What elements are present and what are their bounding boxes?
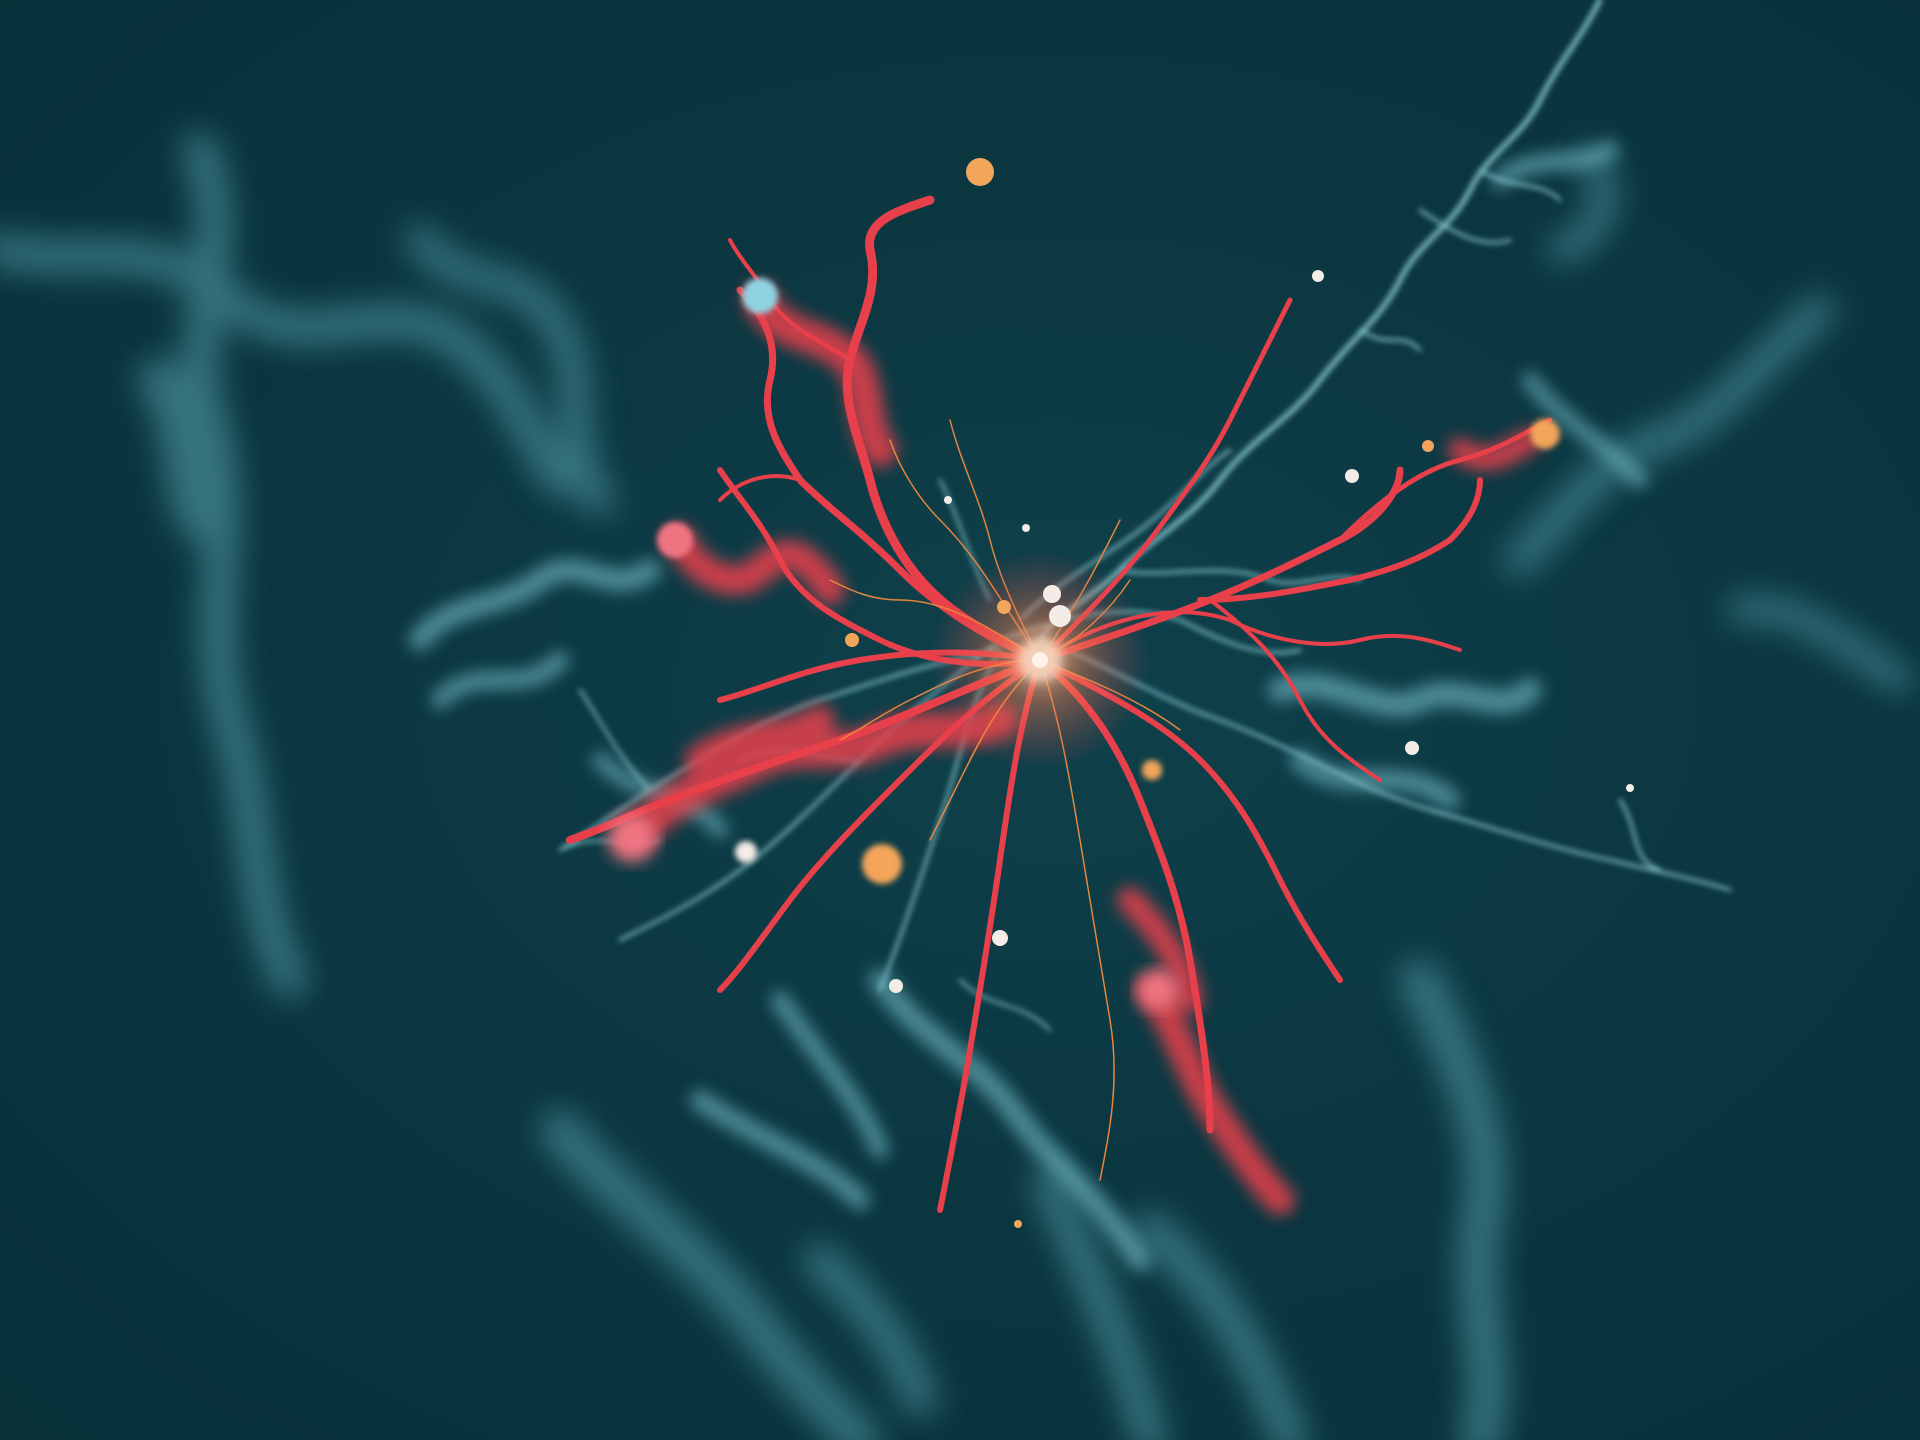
node-white	[1312, 270, 1324, 282]
node-orange	[845, 633, 859, 647]
node-orange	[1422, 440, 1434, 452]
node-pink	[657, 522, 693, 558]
node-white	[1345, 469, 1359, 483]
node-orange	[1014, 1220, 1022, 1228]
node-white	[1049, 605, 1071, 627]
node-white	[1409, 743, 1419, 753]
node-white	[944, 496, 952, 504]
node-cyan	[742, 278, 778, 314]
node-white	[889, 979, 903, 993]
node-pink	[1138, 970, 1178, 1010]
node-white	[1022, 524, 1030, 532]
midground-teal-clusters	[409, 141, 1648, 1271]
terminal-nodes	[608, 158, 1634, 1228]
node-white	[992, 930, 1008, 946]
soma	[930, 550, 1150, 770]
node-orange	[1142, 760, 1162, 780]
node-pink	[608, 814, 656, 862]
node-orange	[997, 600, 1011, 614]
node-white	[1043, 585, 1061, 603]
node-white	[1626, 784, 1634, 792]
node-orange	[862, 844, 902, 884]
node-white	[735, 841, 757, 863]
background-blurred-dendrites	[0, 132, 1913, 1440]
node-orange	[966, 158, 994, 186]
node-orange	[1530, 419, 1560, 449]
